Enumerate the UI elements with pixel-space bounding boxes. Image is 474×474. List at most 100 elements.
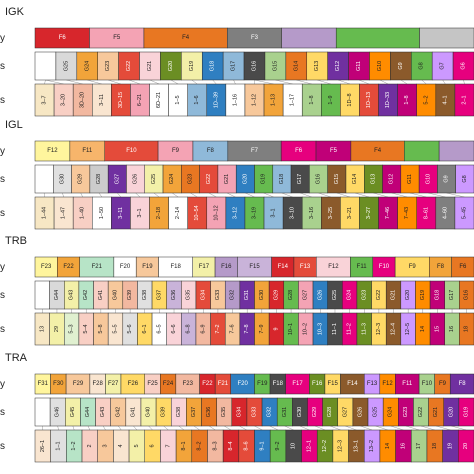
gene-cell: 6 xyxy=(144,429,161,463)
gene-cell: 26–1 xyxy=(34,429,51,463)
group-cell: G30 xyxy=(53,164,72,194)
group-cell: G14 xyxy=(285,51,308,81)
group-label: G24 xyxy=(84,61,90,71)
group-box xyxy=(455,164,474,194)
family-cell: F15 xyxy=(324,373,341,395)
group-cell: G30 xyxy=(292,397,308,427)
connector-lines xyxy=(44,79,465,85)
group-cell: G41 xyxy=(125,397,142,427)
connector-line xyxy=(87,425,91,431)
connector-line xyxy=(57,425,59,431)
connector-line xyxy=(178,425,185,431)
group-label: G8 xyxy=(462,175,468,182)
group-cell: G39 xyxy=(122,280,138,310)
family-box xyxy=(404,140,440,162)
group-cell: G23 xyxy=(181,164,200,194)
group-label: G27 xyxy=(303,290,309,300)
gene-label: 12–3 xyxy=(376,323,382,335)
group-cell: G27 xyxy=(337,397,354,427)
family-label: F15 xyxy=(249,264,260,270)
gene-cell: 1D–39 xyxy=(206,83,227,117)
family-cell: F9 xyxy=(157,140,194,162)
family-label: F8 xyxy=(459,381,467,387)
family-cell: F27 xyxy=(105,373,122,395)
gene-label: 11–3 xyxy=(361,323,367,335)
group-label: G25 xyxy=(373,407,379,417)
gene-label: 1D–13 xyxy=(366,92,372,108)
group-cell: G19 xyxy=(458,397,474,427)
gene-cell: 3–11 xyxy=(92,83,112,117)
gene-cell: 18 xyxy=(426,429,443,463)
gene-label: 1–8 xyxy=(404,95,410,104)
gene-label: 3 xyxy=(103,444,109,447)
family-cell: F9 xyxy=(394,256,430,278)
family-cell: F6 xyxy=(34,27,90,49)
family-cell: F14 xyxy=(340,373,365,395)
group-cell: G20 xyxy=(443,397,460,427)
group-cell: G42 xyxy=(78,280,94,310)
gene-cell: 1–40 xyxy=(72,196,93,230)
gene-cell: 3D–15 xyxy=(111,83,131,117)
gene-cell: 11–3 xyxy=(356,312,372,346)
group-label: G14 xyxy=(293,61,299,71)
group-cell: G18 xyxy=(272,164,292,194)
group-cell: G17 xyxy=(222,51,245,81)
connector-line xyxy=(62,192,64,198)
group-cell: G35 xyxy=(181,280,197,310)
connector-line xyxy=(314,425,326,431)
gene-cell: 7–2 xyxy=(210,312,226,346)
group-cell: G24 xyxy=(76,51,98,81)
connector-line xyxy=(193,425,200,431)
group-cell: G39 xyxy=(155,397,172,427)
family-label: F29 xyxy=(73,381,84,387)
group-cell: G13 xyxy=(306,51,328,81)
gene-label: 1–9 xyxy=(328,95,334,104)
family-cell: F19 xyxy=(135,256,159,278)
gene-label: 1–17 xyxy=(290,94,296,106)
gene-label: 1–16 xyxy=(232,94,238,106)
gene-cell: 16 xyxy=(395,429,412,463)
panel-title: IGK xyxy=(5,6,25,18)
family-cell: F18 xyxy=(158,256,193,278)
connector-line xyxy=(80,192,83,198)
group-cell: G46 xyxy=(49,397,66,427)
gene-cell: 17 xyxy=(411,429,428,463)
family-cell: F11 xyxy=(350,256,374,278)
connector-line xyxy=(98,192,103,198)
group-label: G16 xyxy=(316,174,322,184)
group-label: G23 xyxy=(105,61,111,71)
connector-line xyxy=(420,425,435,431)
gene-cell: 13–2 xyxy=(364,429,381,463)
family-cell xyxy=(404,140,440,162)
group-label: G37 xyxy=(191,407,197,417)
gene-cell: 3–1 xyxy=(263,196,284,230)
gene-label: 3–10 xyxy=(290,207,296,219)
group-cell: G43 xyxy=(95,397,111,427)
gene-cell: 10 xyxy=(285,429,302,463)
group-cell: G9 xyxy=(390,51,412,81)
group-cell: G43 xyxy=(64,280,80,310)
row-label: y xyxy=(0,146,5,157)
gene-cell: 8–3 xyxy=(207,429,224,463)
group-label: G9 xyxy=(398,62,404,69)
gene-label: 6–5 xyxy=(156,324,162,333)
connector-line xyxy=(373,192,389,198)
group-label: G24 xyxy=(169,174,175,184)
family-row: F12 F11 F10 F9 F8 F7 F6 F5 F4 xyxy=(34,140,474,162)
gene-cell: 12–3 xyxy=(371,312,387,346)
group-label: G33 xyxy=(215,290,221,300)
group-label: G42 xyxy=(115,407,121,417)
connector-line xyxy=(400,79,408,85)
group-label: G22 xyxy=(418,407,424,417)
gene-cell: 6–1 xyxy=(137,312,153,346)
group-cell: G32 xyxy=(261,397,278,427)
family-label: F19 xyxy=(142,264,153,270)
group-box xyxy=(34,280,50,310)
connector-line xyxy=(133,425,138,431)
row-label: y xyxy=(0,33,5,44)
connector-line xyxy=(128,79,141,85)
family-box xyxy=(451,256,474,278)
connector-line xyxy=(379,79,389,85)
gene-label: 3–11 xyxy=(118,207,124,219)
group-label: G31 xyxy=(282,407,288,417)
